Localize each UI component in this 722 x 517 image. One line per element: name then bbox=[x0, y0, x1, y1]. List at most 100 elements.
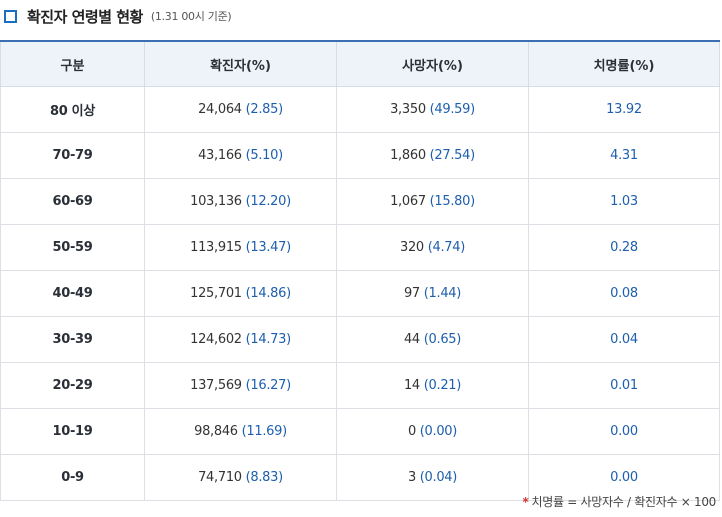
deaths-count: 14 bbox=[403, 378, 420, 393]
deaths-percent: (1.44) bbox=[423, 286, 462, 301]
header-confirmed: 확진자(%) bbox=[144, 41, 337, 87]
fatality-cell: 4.31 bbox=[528, 132, 720, 179]
fatality-cell: 0.28 bbox=[528, 224, 720, 271]
confirmed-percent: (13.47) bbox=[245, 240, 292, 255]
age-group-cell: 80 이상 bbox=[0, 86, 145, 133]
fatality-cell: 1.03 bbox=[528, 178, 720, 225]
fatality-rate: 4.31 bbox=[610, 148, 638, 163]
age-group-cell: 70-79 bbox=[0, 132, 145, 179]
header-deaths: 사망자(%) bbox=[336, 41, 529, 87]
confirmed-cell: 74,710 (8.83) bbox=[144, 454, 337, 501]
square-bullet-icon bbox=[4, 9, 17, 23]
fatality-cell: 13.92 bbox=[528, 86, 720, 133]
table-row: 40-49 125,701 (14.86) 97 (1.44) 0.08 bbox=[0, 270, 720, 317]
fatality-rate: 13.92 bbox=[606, 102, 642, 117]
footnote-marker: * bbox=[522, 495, 529, 509]
confirmed-count: 124,602 bbox=[190, 332, 242, 347]
age-group-cell: 60-69 bbox=[0, 178, 145, 225]
deaths-cell: 97 (1.44) bbox=[336, 270, 529, 317]
confirmed-percent: (5.10) bbox=[245, 148, 284, 163]
deaths-percent: (15.80) bbox=[429, 194, 476, 209]
age-group-label: 10-19 bbox=[52, 424, 93, 439]
footnote-text: 치명률 = 사망자수 / 확진자수 × 100 bbox=[531, 495, 717, 509]
deaths-count: 97 bbox=[403, 286, 420, 301]
table-row: 60-69 103,136 (12.20) 1,067 (15.80) 1.03 bbox=[0, 178, 720, 225]
table-header-row: 구분 확진자(%) 사망자(%) 치명률(%) bbox=[0, 41, 720, 87]
age-group-cell: 20-29 bbox=[0, 362, 145, 409]
age-group-label: 40-49 bbox=[52, 286, 93, 301]
confirmed-count: 98,846 bbox=[194, 424, 238, 439]
table-row: 20-29 137,569 (16.27) 14 (0.21) 0.01 bbox=[0, 362, 720, 409]
confirmed-count: 113,915 bbox=[190, 240, 242, 255]
deaths-percent: (0.04) bbox=[419, 470, 458, 485]
fatality-cell: 0.08 bbox=[528, 270, 720, 317]
confirmed-percent: (14.86) bbox=[245, 286, 292, 301]
confirmed-cell: 103,136 (12.20) bbox=[144, 178, 337, 225]
header-fatality-rate: 치명률(%) bbox=[528, 41, 720, 87]
table-row: 10-19 98,846 (11.69) 0 (0.00) 0.00 bbox=[0, 408, 720, 455]
header-category: 구분 bbox=[0, 41, 145, 87]
deaths-cell: 1,067 (15.80) bbox=[336, 178, 529, 225]
age-group-cell: 50-59 bbox=[0, 224, 145, 271]
age-group-label: 60-69 bbox=[52, 194, 93, 209]
confirmed-percent: (14.73) bbox=[245, 332, 292, 347]
fatality-rate: 0.28 bbox=[610, 240, 638, 255]
deaths-count: 1,067 bbox=[390, 194, 426, 209]
confirmed-percent: (12.20) bbox=[245, 194, 292, 209]
confirmed-percent: (2.85) bbox=[245, 102, 284, 117]
date-note: (1.31 00시 기준) bbox=[150, 10, 232, 23]
table-row: 30-39 124,602 (14.73) 44 (0.65) 0.04 bbox=[0, 316, 720, 363]
page-title: 확진자 연령별 현황 bbox=[27, 7, 143, 26]
confirmed-percent: (16.27) bbox=[245, 378, 292, 393]
table-row: 70-79 43,166 (5.10) 1,860 (27.54) 4.31 bbox=[0, 132, 720, 179]
confirmed-cell: 98,846 (11.69) bbox=[144, 408, 337, 455]
confirmed-cell: 24,064 (2.85) bbox=[144, 86, 337, 133]
confirmed-cell: 125,701 (14.86) bbox=[144, 270, 337, 317]
table-row: 0-9 74,710 (8.83) 3 (0.04) 0.00 bbox=[0, 454, 720, 501]
confirmed-cell: 113,915 (13.47) bbox=[144, 224, 337, 271]
fatality-rate: 0.08 bbox=[610, 286, 638, 301]
fatality-cell: 0.04 bbox=[528, 316, 720, 363]
confirmed-count: 43,166 bbox=[198, 148, 242, 163]
age-group-cell: 0-9 bbox=[0, 454, 145, 501]
deaths-percent: (0.65) bbox=[423, 332, 462, 347]
deaths-count: 320 bbox=[399, 240, 424, 255]
age-group-label: 30-39 bbox=[52, 332, 93, 347]
confirmed-count: 125,701 bbox=[190, 286, 242, 301]
deaths-percent: (0.21) bbox=[423, 378, 462, 393]
table-row: 50-59 113,915 (13.47) 320 (4.74) 0.28 bbox=[0, 224, 720, 271]
confirmed-percent: (11.69) bbox=[241, 424, 288, 439]
deaths-cell: 3 (0.04) bbox=[336, 454, 529, 501]
fatality-rate: 0.00 bbox=[610, 424, 638, 439]
deaths-cell: 44 (0.65) bbox=[336, 316, 529, 363]
deaths-percent: (4.74) bbox=[427, 240, 466, 255]
deaths-percent: (0.00) bbox=[419, 424, 458, 439]
age-group-label: 80 이상 bbox=[49, 104, 96, 119]
fatality-rate: 0.00 bbox=[610, 470, 638, 485]
deaths-count: 3 bbox=[407, 470, 416, 485]
footnote: * 치명률 = 사망자수 / 확진자수 × 100 bbox=[522, 493, 717, 510]
fatality-cell: 0.00 bbox=[528, 408, 720, 455]
fatality-rate: 0.01 bbox=[610, 378, 638, 393]
confirmed-count: 137,569 bbox=[190, 378, 242, 393]
confirmed-count: 74,710 bbox=[198, 470, 242, 485]
confirmed-cell: 43,166 (5.10) bbox=[144, 132, 337, 179]
confirmed-cell: 137,569 (16.27) bbox=[144, 362, 337, 409]
deaths-count: 44 bbox=[403, 332, 420, 347]
fatality-rate: 1.03 bbox=[610, 194, 638, 209]
fatality-cell: 0.01 bbox=[528, 362, 720, 409]
confirmed-count: 24,064 bbox=[198, 102, 242, 117]
deaths-percent: (27.54) bbox=[429, 148, 476, 163]
deaths-cell: 320 (4.74) bbox=[336, 224, 529, 271]
deaths-percent: (49.59) bbox=[429, 102, 476, 117]
deaths-count: 1,860 bbox=[390, 148, 426, 163]
age-statistics-table: 구분 확진자(%) 사망자(%) 치명률(%) 80 이상 24,064 (2.8… bbox=[0, 40, 720, 501]
age-group-label: 0-9 bbox=[61, 470, 84, 485]
age-group-label: 20-29 bbox=[52, 378, 93, 393]
deaths-count: 0 bbox=[407, 424, 416, 439]
deaths-cell: 1,860 (27.54) bbox=[336, 132, 529, 179]
fatality-cell: 0.00 bbox=[528, 454, 720, 501]
fatality-rate: 0.04 bbox=[610, 332, 638, 347]
section-heading: 확진자 연령별 현황 (1.31 00시 기준) bbox=[4, 5, 232, 27]
age-group-cell: 40-49 bbox=[0, 270, 145, 317]
